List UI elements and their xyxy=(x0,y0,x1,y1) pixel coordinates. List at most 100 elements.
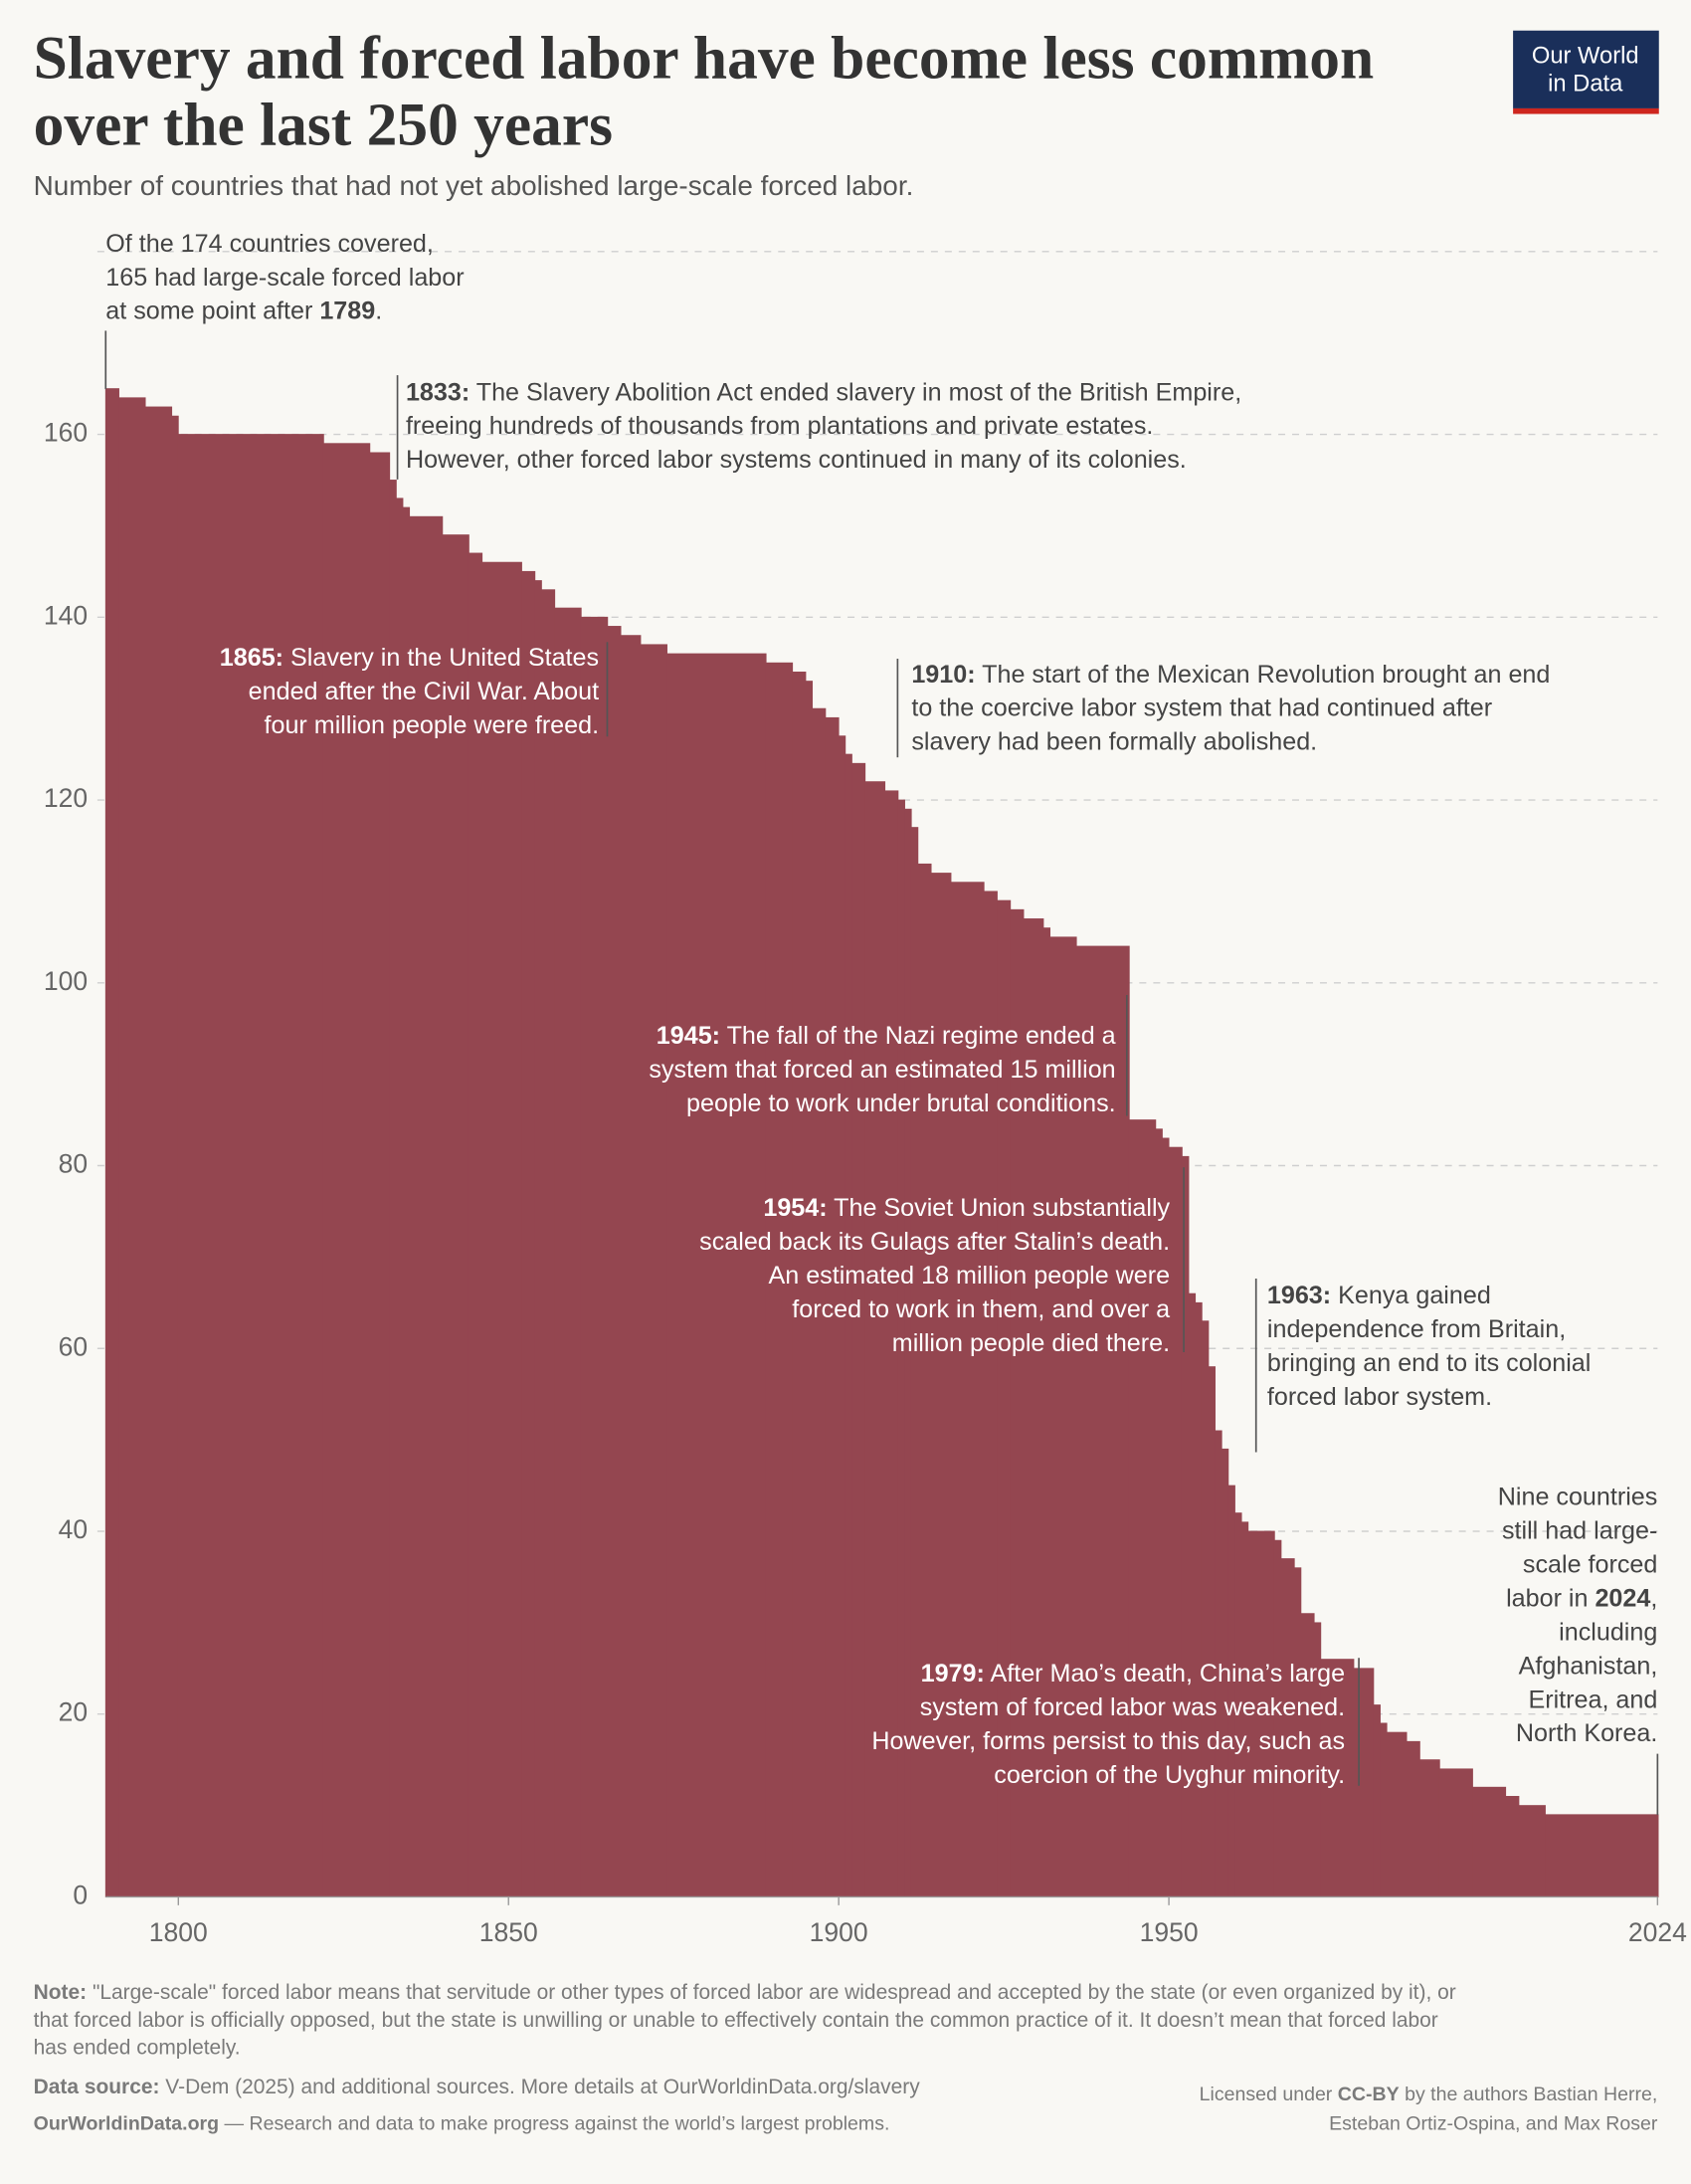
annotation-text-part: The Soviet Union substantially xyxy=(828,1194,1171,1222)
footer-note: that forced labor is officially opposed,… xyxy=(34,2008,1438,2031)
area-step xyxy=(1075,945,1130,1897)
y-tick-label: 20 xyxy=(59,1697,88,1727)
annotation-text-part: freeing hundreds of thousands from plant… xyxy=(406,412,1153,440)
annotation-text: However, other forced labor systems cont… xyxy=(406,446,1187,474)
area-step xyxy=(580,616,609,1897)
area-step xyxy=(1188,1292,1197,1897)
footer-license-part: Licensed under xyxy=(1200,2084,1338,2105)
annotation-text-part: Of the 174 countries covered, xyxy=(105,229,434,257)
area-step xyxy=(1208,1366,1216,1897)
area-step xyxy=(171,415,179,1897)
annotation-text: bringing an end to its colonial xyxy=(1267,1349,1591,1377)
area-step xyxy=(666,653,767,1897)
annotation-text-part: forced to work in them, and over a xyxy=(792,1295,1170,1323)
footer-note-bold: Note: xyxy=(34,1980,87,2003)
annotation-text: scale forced xyxy=(1523,1550,1657,1578)
annotation-text: including xyxy=(1559,1618,1657,1646)
annotation-text-part: However, other forced labor systems cont… xyxy=(406,446,1187,474)
annotation-text-part: slavery had been formally abolished. xyxy=(911,727,1317,755)
area-step xyxy=(1545,1814,1658,1897)
annotation-text-part: still had large- xyxy=(1502,1516,1657,1544)
logo-box xyxy=(1513,30,1659,108)
annotation-text-bold: 1979: xyxy=(921,1660,985,1688)
annotation-text: system of forced labor was weakened. xyxy=(920,1693,1345,1721)
annotation-text: freeing hundreds of thousands from plant… xyxy=(406,412,1153,440)
footer-license: Licensed under CC-BY by the authors Bast… xyxy=(1200,2084,1658,2105)
area-step xyxy=(1300,1613,1315,1897)
area-step xyxy=(468,552,483,1897)
annotation-text-part: scaled back its Gulags after Stalin’s de… xyxy=(699,1228,1170,1256)
annotation-text-part: 165 had large-scale forced labor xyxy=(105,263,464,291)
annotation-text-part: , xyxy=(1650,1584,1657,1612)
area-step xyxy=(1353,1668,1375,1897)
annotation-text-part: independence from Britain, xyxy=(1267,1315,1566,1343)
chart-title: over the last 250 years xyxy=(34,91,613,158)
annotation-text: North Korea. xyxy=(1516,1719,1657,1747)
footer-site-part: — Research and data to make progress aga… xyxy=(219,2113,889,2135)
area-step xyxy=(950,882,985,1897)
annotation-text: An estimated 18 million people were xyxy=(769,1262,1171,1290)
annotation-text: four million people were freed. xyxy=(265,711,600,739)
area-step xyxy=(118,397,146,1897)
area-step xyxy=(1049,936,1077,1897)
area-step xyxy=(1320,1659,1355,1897)
area-step xyxy=(851,762,866,1897)
annotation-text-part: labor in xyxy=(1506,1584,1595,1612)
annotation-text: 1954: The Soviet Union substantially xyxy=(763,1194,1170,1222)
annotation-text-part: North Korea. xyxy=(1516,1719,1657,1747)
area-step xyxy=(620,635,642,1897)
x-tick-label: 1950 xyxy=(1140,1917,1199,1947)
annotation-text-part: scale forced xyxy=(1523,1550,1657,1578)
y-tick-label: 160 xyxy=(44,418,88,448)
annotation-text: Eritrea, and xyxy=(1528,1686,1657,1713)
annotation-text-part: However, forms persist to this day, such… xyxy=(871,1727,1345,1755)
annotation-text-bold: 1910: xyxy=(911,660,975,688)
area-step xyxy=(607,626,622,1897)
annotation-text: 165 had large-scale forced labor xyxy=(105,263,464,291)
x-tick-label: 1850 xyxy=(479,1917,538,1947)
footer-note-part: has ended completely. xyxy=(34,2036,241,2059)
area-step xyxy=(1247,1530,1275,1897)
annotation-text-part: The fall of the Nazi regime ended a xyxy=(720,1022,1116,1050)
area-step xyxy=(640,644,667,1897)
y-tick-label: 140 xyxy=(44,600,88,630)
footer-license-bold: CC-BY xyxy=(1338,2084,1400,2105)
annotation-text-bold: 1833: xyxy=(406,378,470,406)
footer-site-bold: OurWorldinData.org xyxy=(34,2113,219,2135)
area-step xyxy=(521,570,536,1897)
annotation-text-bold: 1963: xyxy=(1267,1282,1331,1309)
annotation-text: coercion of the Uyghur minority. xyxy=(994,1760,1345,1788)
y-tick-label: 100 xyxy=(44,966,88,996)
y-tick-label: 0 xyxy=(73,1880,88,1909)
annotation-text-part: Slavery in the United States xyxy=(283,644,599,672)
annotation-text: million people died there. xyxy=(892,1329,1170,1357)
footer-source-bold: Data source: xyxy=(34,2075,160,2097)
area-step xyxy=(1472,1786,1507,1897)
logo-bar xyxy=(1513,107,1659,114)
footer-note-part: "Large-scale" forced labor means that se… xyxy=(87,1980,1456,2003)
annotation-text-part: four million people were freed. xyxy=(265,711,600,739)
area-step xyxy=(1656,1814,1659,1897)
annotation-text: forced to work in them, and over a xyxy=(792,1295,1170,1323)
annotation-text: Of the 174 countries covered, xyxy=(105,229,434,257)
annotation-text-part: . xyxy=(375,297,382,324)
annotation-text-part: ended after the Civil War. About xyxy=(249,678,599,705)
annotation-text-bold: 1954: xyxy=(763,1194,827,1222)
area-step xyxy=(1201,1320,1210,1897)
annotation-text-part: The start of the Mexican Revolution brou… xyxy=(976,660,1551,688)
y-tick-label: 40 xyxy=(59,1514,88,1544)
x-tick-label: 1900 xyxy=(810,1917,868,1947)
x-tick-label: 2024 xyxy=(1628,1917,1687,1947)
area-step xyxy=(1438,1768,1473,1897)
annotation-text-part: including xyxy=(1559,1618,1657,1646)
area-step xyxy=(442,534,470,1897)
annotation-text: system that forced an estimated 15 milli… xyxy=(649,1056,1115,1084)
footer-site: OurWorldinData.org — Research and data t… xyxy=(34,2113,890,2135)
annotation-text: 1963: Kenya gained xyxy=(1267,1282,1491,1309)
annotation-text-part: people to work under brutal conditions. xyxy=(686,1089,1116,1116)
x-tick-label: 1800 xyxy=(149,1917,208,1947)
annotation-text-part: Kenya gained xyxy=(1331,1282,1491,1309)
area-step xyxy=(1505,1795,1520,1897)
area-step xyxy=(554,607,582,1897)
